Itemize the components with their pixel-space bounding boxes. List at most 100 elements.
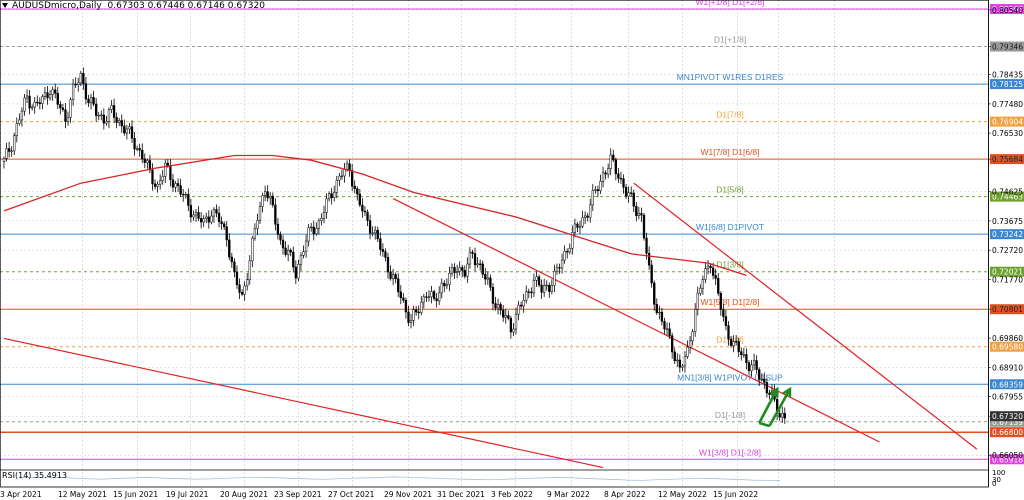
candle-body [7,148,11,152]
candle-body [23,97,26,112]
arrow-base [758,421,770,428]
candle-body [701,279,705,289]
candle-body [112,105,116,118]
candle-body [573,223,577,233]
chart-grid [0,0,988,487]
level-label: W1[+1/8] D1[+2/8] [696,0,765,7]
candle-body [750,364,753,372]
y-tick-label: 0.78435 [992,71,1023,80]
price-tag [990,154,1024,165]
candle-body [92,97,95,105]
candle-body [133,137,136,150]
candle-body [338,175,341,181]
candle-body [333,192,336,199]
candle-body [223,223,226,228]
candle-body [105,121,108,124]
x-tick-label: 9 Mar 2022 [547,490,590,499]
collapse-triangle-icon[interactable] [2,3,8,8]
candle-body [550,285,553,292]
rsi-scale-label: 100 [992,469,1005,477]
candle-body [688,340,692,348]
candle-body [261,195,264,207]
candle-body [384,251,387,258]
candle-body [404,299,408,313]
y-tick-label: 0.75684 [992,155,1023,164]
candle-body [79,73,82,84]
y-tick-label: 0.79346 [992,43,1023,52]
y-tick-label: 0.72720 [992,246,1023,255]
price-tag-text: 0.70801 [992,305,1023,314]
candle-body [135,148,139,150]
candle-body [479,263,482,265]
candle-body [276,223,280,235]
candle-body [481,263,484,275]
price-tag [990,266,1024,277]
x-tick-label: 27 Oct 2021 [328,490,375,499]
candle-body [77,82,80,86]
candle-body [655,304,658,314]
candle-body [212,209,216,217]
candle-body [274,204,277,225]
candle-body [361,204,364,212]
candle-body [509,317,513,333]
candle-body [443,282,446,287]
candle-body [663,321,666,330]
candle-body [430,291,433,298]
candle-body [560,259,564,269]
candle-body [578,225,582,228]
candle-body [658,311,661,314]
candle-body [563,251,566,261]
candle-body [714,275,717,279]
candle-body [240,292,244,295]
candle-body [614,159,617,175]
candle-body [532,280,536,294]
candle-body [182,193,185,196]
candle-body [335,180,338,193]
candle-body [317,220,321,229]
candle-body [545,284,548,287]
candle-body [425,296,428,298]
candle-body [484,274,487,280]
candle-body [596,189,600,192]
candle-body [612,154,615,161]
price-tag-text: 0.68359 [992,380,1023,389]
candle-body [522,300,525,307]
candle-body [706,265,710,269]
candle-body [263,191,267,196]
price-tag [990,229,1024,240]
candle-body [740,351,743,355]
candle-body [745,354,748,363]
candle-body [366,211,369,221]
candle-body [31,106,34,109]
candle-body [174,183,177,188]
price-tag-text: 0.66800 [992,428,1023,437]
candle-body [732,341,735,346]
candle-body [645,237,648,254]
candle-body [281,239,285,249]
candle-body [284,247,287,255]
candle-body [230,256,233,263]
rsi-label: RSI(14) 35.4913 [2,471,68,480]
candle-body [491,287,495,304]
price-tag-text: 0.80566 [992,5,1023,14]
candle-body [535,276,538,281]
y-tick-label: 0.69860 [992,334,1023,343]
candle-body [358,193,361,206]
level-label: MN1[3/8] W1PIVOT D1SUP [677,372,783,382]
candle-body [717,278,720,294]
x-tick-label: 20 Aug 2021 [220,490,268,499]
candle-body [389,271,392,279]
candle-body [519,304,523,307]
candle-body [632,192,635,207]
candle-body [617,173,620,179]
candle-body [304,240,308,252]
candle-body [440,282,443,294]
candle-body [586,215,589,218]
candle-body [256,220,259,229]
candle-body [496,304,500,309]
candle-body [123,125,126,134]
candle-body [71,83,75,100]
trendline-channel-mid [633,182,978,450]
candle-body [409,320,413,323]
